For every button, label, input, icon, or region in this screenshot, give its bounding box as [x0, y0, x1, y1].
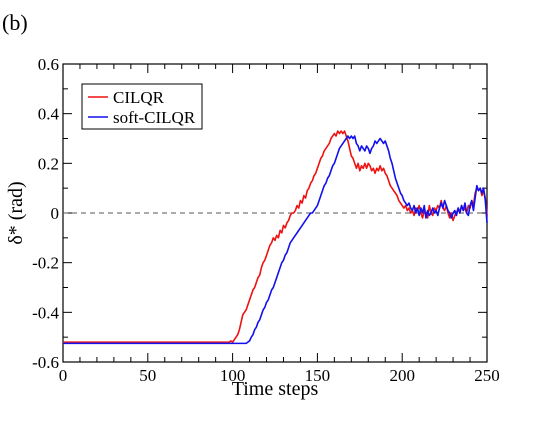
series-line-cilqr	[63, 130, 488, 343]
legend-label-soft-cilqr: soft-CILQR	[113, 108, 196, 127]
x-tick-label: 50	[139, 366, 156, 385]
y-tick-label: 0	[51, 204, 60, 223]
legend: CILQR soft-CILQR	[81, 83, 203, 130]
x-tick-label: 200	[389, 366, 415, 385]
legend-label-cilqr: CILQR	[113, 88, 165, 107]
plot-area: 0 50 100 150 200 250 -0.6 -0.4 -0.2 0 0.2 0.4 0.6	[32, 55, 500, 385]
x-tick-label: 250	[474, 366, 500, 385]
y-tick-label: -0.4	[32, 303, 59, 322]
tick-labels: 0 50 100 150 200 250 -0.6 -0.4 -0.2 0 0.2 0.4 0.6	[32, 55, 500, 385]
x-tick-label: 100	[220, 366, 246, 385]
y-tick-label: 0.4	[38, 105, 60, 124]
y-tick-label: 0.2	[38, 154, 59, 173]
legend-box	[81, 83, 203, 130]
y-tick-label: -0.6	[32, 353, 59, 372]
x-tick-label: 150	[305, 366, 331, 385]
y-axis-label: δ* (rad)	[5, 181, 27, 244]
panel-label: (b)	[2, 10, 28, 35]
y-tick-label: 0.6	[38, 55, 59, 74]
x-axis-label: Time steps	[232, 378, 319, 400]
series-layer	[63, 130, 488, 345]
y-tick-label: -0.2	[32, 254, 59, 273]
axis-ticks	[62, 63, 488, 363]
x-tick-label: 0	[59, 366, 68, 385]
series-line-soft-cilqr	[63, 135, 488, 345]
